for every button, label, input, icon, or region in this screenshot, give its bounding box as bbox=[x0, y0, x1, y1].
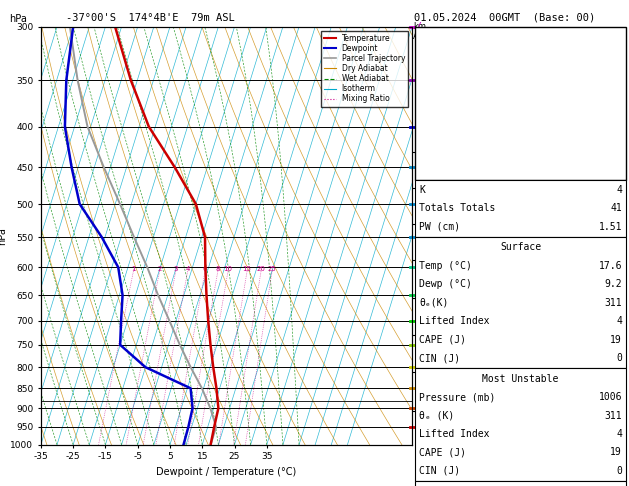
Text: 41: 41 bbox=[610, 204, 622, 213]
Text: K: K bbox=[419, 185, 425, 195]
Text: θₑ(K): θₑ(K) bbox=[419, 298, 448, 308]
Text: /: / bbox=[415, 422, 421, 432]
X-axis label: Dewpoint / Temperature (°C): Dewpoint / Temperature (°C) bbox=[157, 467, 296, 477]
Text: 311: 311 bbox=[604, 298, 622, 308]
Text: 15: 15 bbox=[243, 266, 252, 272]
Text: -37°00'S  174°4B'E  79m ASL: -37°00'S 174°4B'E 79m ASL bbox=[66, 13, 235, 23]
Text: /: / bbox=[415, 403, 421, 413]
Text: 9.2: 9.2 bbox=[604, 279, 622, 289]
Text: Lifted Index: Lifted Index bbox=[419, 429, 489, 439]
Text: /: / bbox=[415, 22, 421, 32]
Text: /: / bbox=[415, 362, 421, 372]
Y-axis label: hPa: hPa bbox=[0, 227, 8, 244]
Text: 10: 10 bbox=[488, 103, 495, 108]
Text: 25: 25 bbox=[267, 266, 276, 272]
Text: /: / bbox=[415, 290, 421, 300]
Text: Lifted Index: Lifted Index bbox=[419, 316, 489, 326]
Text: /: / bbox=[415, 383, 421, 393]
Text: 3: 3 bbox=[174, 266, 178, 272]
Text: /: / bbox=[415, 316, 421, 326]
Text: CIN (J): CIN (J) bbox=[419, 466, 460, 476]
Text: 4: 4 bbox=[186, 266, 190, 272]
Text: 6: 6 bbox=[203, 266, 207, 272]
Text: Surface: Surface bbox=[500, 243, 541, 252]
Text: 4: 4 bbox=[616, 316, 622, 326]
Text: PW (cm): PW (cm) bbox=[419, 222, 460, 232]
Text: 311: 311 bbox=[604, 411, 622, 420]
Text: 2: 2 bbox=[157, 266, 162, 272]
Text: 20: 20 bbox=[464, 103, 470, 108]
Text: CAPE (J): CAPE (J) bbox=[419, 448, 466, 457]
Text: 20: 20 bbox=[257, 266, 265, 272]
Text: Pressure (mb): Pressure (mb) bbox=[419, 392, 495, 402]
Text: /: / bbox=[415, 75, 421, 85]
Text: 0: 0 bbox=[616, 353, 622, 363]
Text: θₑ (K): θₑ (K) bbox=[419, 411, 454, 420]
Text: CIN (J): CIN (J) bbox=[419, 353, 460, 363]
Text: hPa: hPa bbox=[9, 14, 27, 24]
Text: CAPE (J): CAPE (J) bbox=[419, 335, 466, 345]
Text: 10: 10 bbox=[223, 266, 232, 272]
Text: kt: kt bbox=[450, 33, 460, 42]
Text: 4: 4 bbox=[616, 185, 622, 195]
Text: Totals Totals: Totals Totals bbox=[419, 204, 495, 213]
Text: 8: 8 bbox=[216, 266, 220, 272]
Text: LCL: LCL bbox=[427, 397, 442, 406]
Text: 1006: 1006 bbox=[599, 392, 622, 402]
Text: /: / bbox=[415, 232, 421, 242]
Text: /: / bbox=[415, 199, 421, 209]
Text: Most Unstable: Most Unstable bbox=[482, 374, 559, 383]
Y-axis label: Mixing Ratio (g/kg): Mixing Ratio (g/kg) bbox=[425, 196, 433, 276]
Text: /: / bbox=[415, 122, 421, 132]
Text: Dewp (°C): Dewp (°C) bbox=[419, 279, 472, 289]
Text: Temp (°C): Temp (°C) bbox=[419, 261, 472, 271]
Text: /: / bbox=[415, 340, 421, 350]
Text: 01.05.2024  00GMT  (Base: 00): 01.05.2024 00GMT (Base: 00) bbox=[414, 13, 595, 23]
Text: 17.6: 17.6 bbox=[599, 261, 622, 271]
Legend: Temperature, Dewpoint, Parcel Trajectory, Dry Adiabat, Wet Adiabat, Isotherm, Mi: Temperature, Dewpoint, Parcel Trajectory… bbox=[321, 31, 408, 106]
Text: 1: 1 bbox=[131, 266, 135, 272]
Text: /: / bbox=[415, 262, 421, 272]
Text: km
ASL: km ASL bbox=[413, 22, 429, 41]
Text: 19: 19 bbox=[610, 335, 622, 345]
Text: 0: 0 bbox=[616, 466, 622, 476]
Text: /: / bbox=[415, 162, 421, 173]
Text: 4: 4 bbox=[616, 429, 622, 439]
Text: 19: 19 bbox=[610, 448, 622, 457]
Text: 1.51: 1.51 bbox=[599, 222, 622, 232]
